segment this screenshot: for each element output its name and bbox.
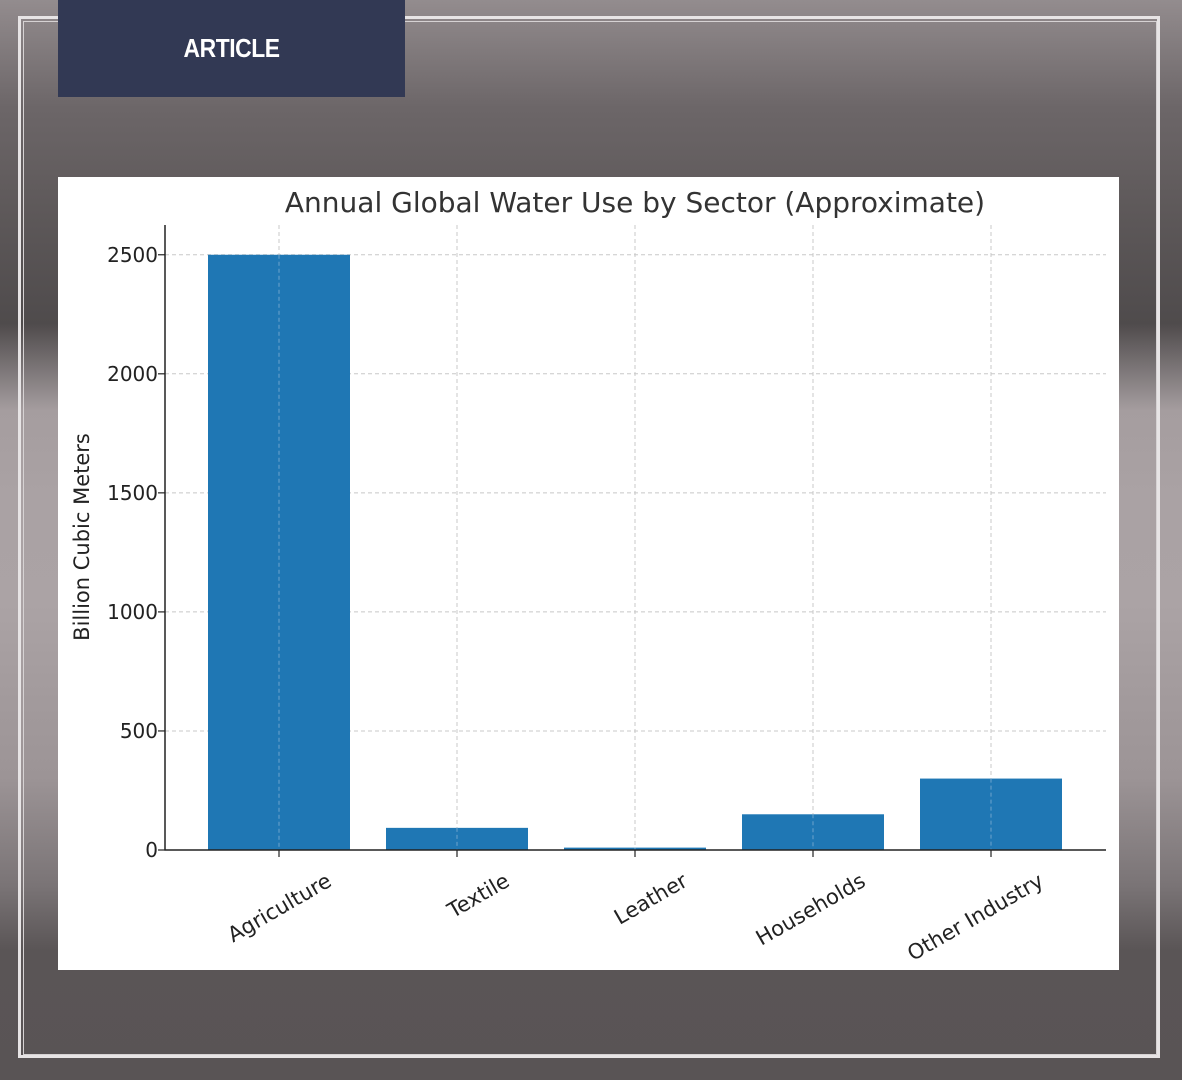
y-axis-label: Billion Cubic Meters xyxy=(70,433,94,641)
x-tick-label: Leather xyxy=(610,868,692,929)
y-tick-label: 1500 xyxy=(107,481,158,505)
y-tick-label: 2500 xyxy=(107,243,158,267)
y-tick-label: 500 xyxy=(120,719,158,743)
y-tick-label: 1000 xyxy=(107,600,158,624)
x-tick-label: Textile xyxy=(443,869,514,924)
x-tick-label: Agriculture xyxy=(223,869,335,948)
y-tick-label: 0 xyxy=(145,838,158,862)
grid-layer xyxy=(165,225,1106,850)
article-banner: ARTICLE xyxy=(58,0,405,97)
y-tick-label: 2000 xyxy=(107,362,158,386)
bar-layer xyxy=(208,254,1062,850)
article-label: ARTICLE xyxy=(183,33,280,63)
bar-textile xyxy=(386,827,528,850)
inner-frame xyxy=(23,21,1157,1055)
chart-title: Annual Global Water Use by Sector (Appro… xyxy=(285,186,985,219)
outer-frame xyxy=(18,16,1160,1058)
x-tick-label: Households xyxy=(752,869,870,951)
x-tick-label: Other Industry xyxy=(903,869,1047,966)
chart-panel: Annual Global Water Use by Sector (Appro… xyxy=(58,177,1119,970)
bar-chart: Annual Global Water Use by Sector (Appro… xyxy=(70,186,1106,966)
